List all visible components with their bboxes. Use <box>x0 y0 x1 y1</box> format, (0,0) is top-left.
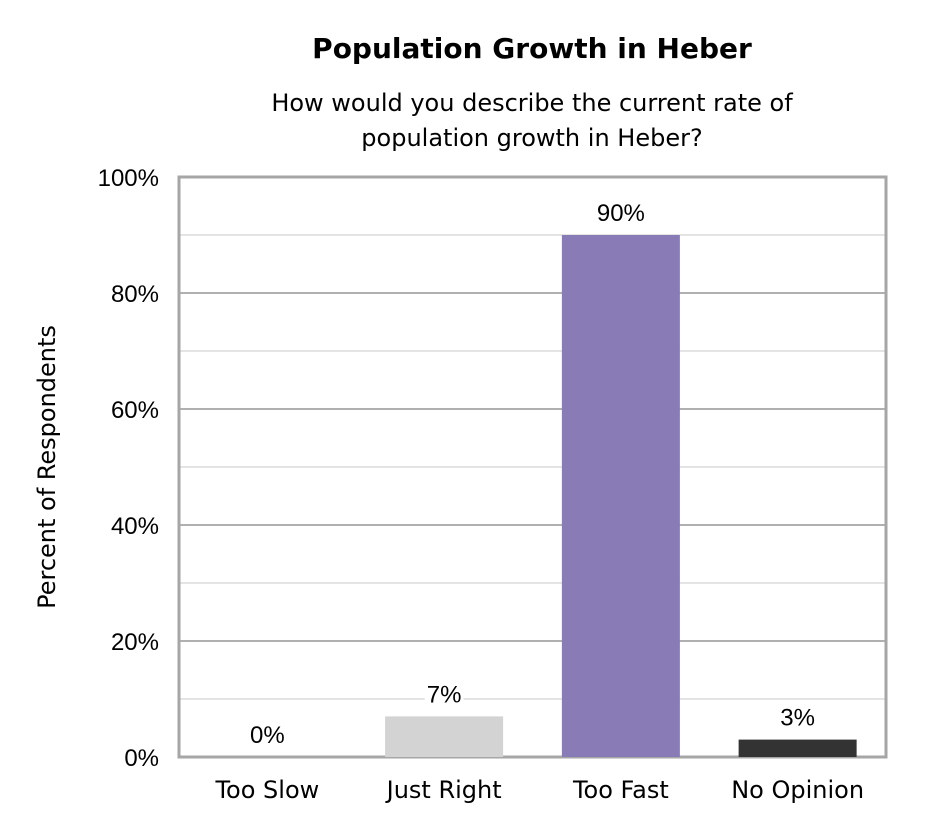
y-tick-label: 80% <box>111 281 159 308</box>
y-tick-label: 100% <box>98 165 159 192</box>
data-label: 3% <box>780 705 815 732</box>
x-tick-label: Too Fast <box>572 776 669 804</box>
x-tick-label: No Opinion <box>731 776 864 804</box>
y-tick-label: 20% <box>111 629 159 656</box>
bar <box>561 235 680 757</box>
chart-subtitle-line-2: population growth in Heber? <box>361 124 702 152</box>
y-axis-label: Percent of Respondents <box>33 325 61 609</box>
bar <box>385 716 504 757</box>
bar <box>738 739 857 757</box>
data-label-background <box>778 704 817 732</box>
data-label-background <box>248 722 287 749</box>
y-tick-label: 0% <box>124 745 159 772</box>
data-label: 90% <box>597 200 645 227</box>
x-tick-label: Too Slow <box>214 776 319 804</box>
plot-border <box>177 175 888 759</box>
y-tick-label: 60% <box>111 397 159 424</box>
data-label-background <box>424 681 464 709</box>
chart-subtitle-line-1: How would you describe the current rate … <box>271 89 793 117</box>
data-label: 0% <box>250 722 285 749</box>
x-tick-label: Just Right <box>385 776 502 804</box>
chart-title: Population Growth in Heber <box>312 32 752 65</box>
data-label-background <box>594 200 647 227</box>
y-tick-label: 40% <box>111 513 159 540</box>
data-label: 7% <box>427 681 462 708</box>
